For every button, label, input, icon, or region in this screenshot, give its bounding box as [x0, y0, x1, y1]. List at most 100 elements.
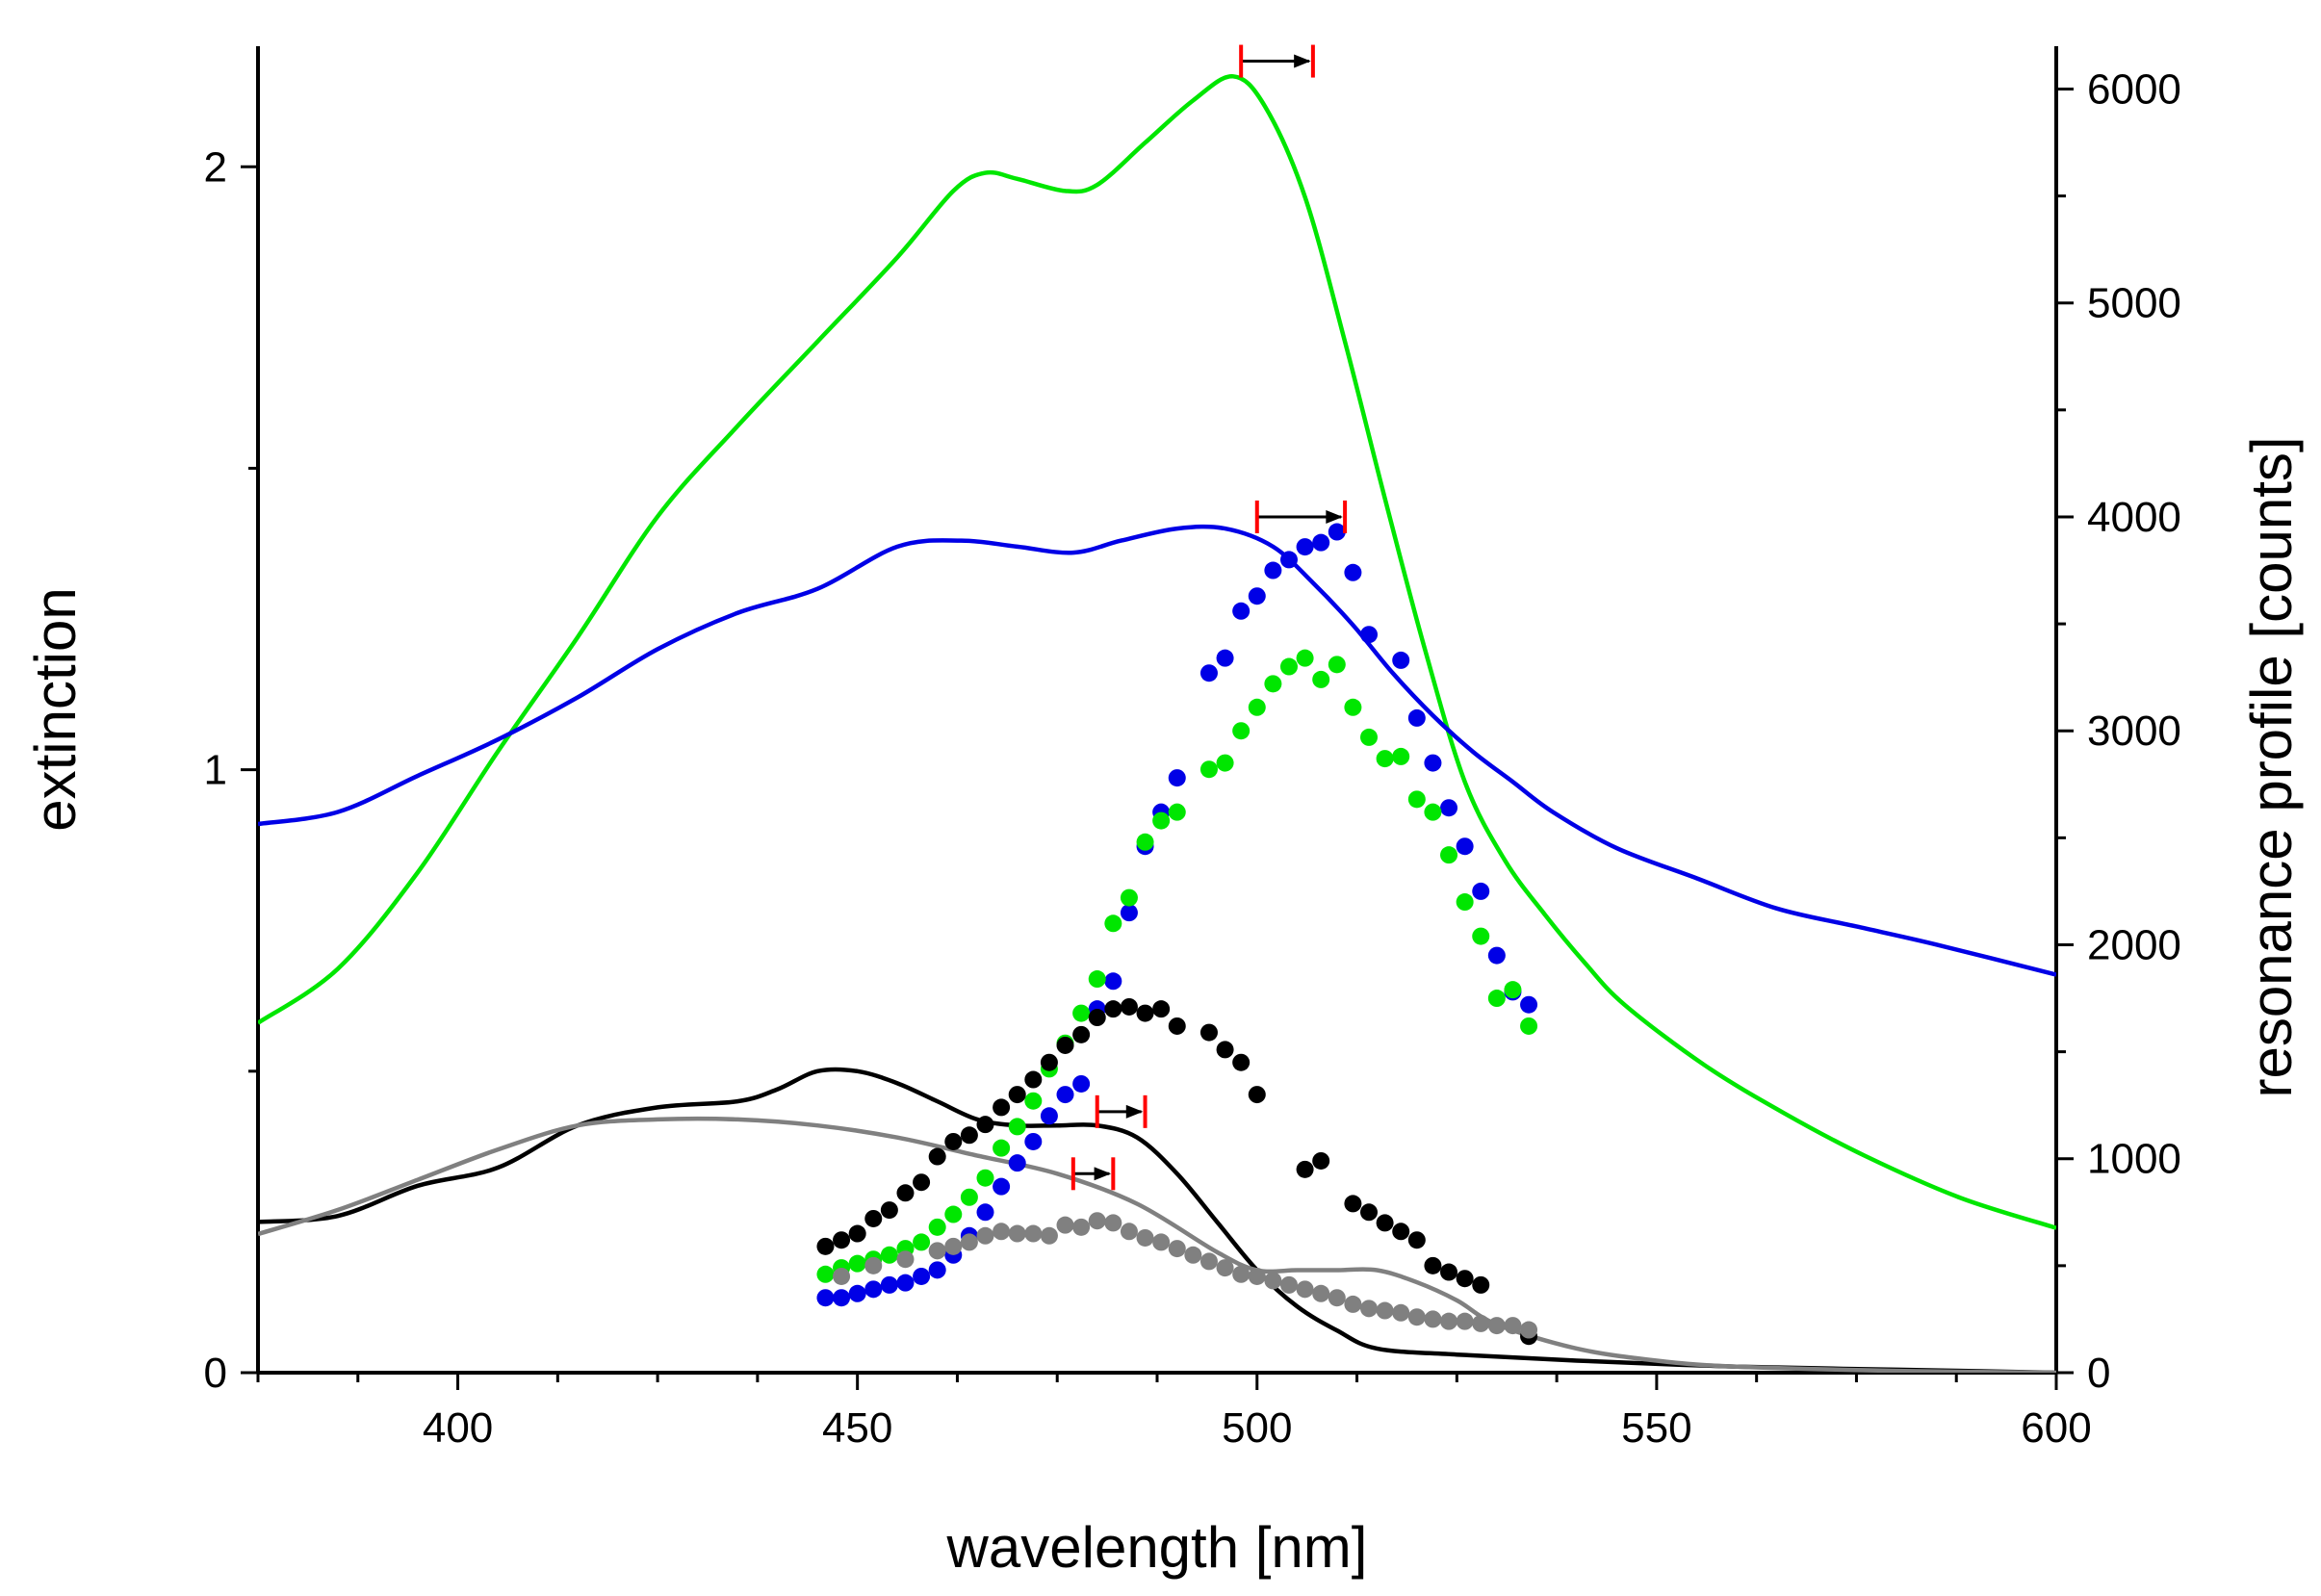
resonance-point [816, 1289, 835, 1307]
resonance-point [1248, 1086, 1266, 1104]
resonance-point [1232, 722, 1251, 740]
y-right-tick-label: 6000 [2087, 65, 2181, 113]
resonance-point [1008, 1154, 1026, 1172]
resonance-point [1328, 1289, 1346, 1307]
resonance-point [1232, 1265, 1251, 1283]
resonance-point [1504, 1317, 1522, 1335]
x-tick-label: 600 [2021, 1404, 2091, 1452]
resonance-point [944, 1132, 963, 1150]
resonance-point [880, 1201, 898, 1220]
resonance-point [1216, 1041, 1234, 1059]
resonance-point [1248, 587, 1266, 605]
resonance-point [1120, 888, 1138, 907]
resonance-point [1456, 837, 1474, 856]
resonance-point [960, 1188, 978, 1206]
resonance-point [1056, 1216, 1074, 1234]
resonance-point [1487, 946, 1506, 965]
resonance-point [848, 1224, 866, 1243]
resonance-point [1487, 990, 1506, 1008]
resonance-point [1168, 769, 1186, 787]
resonance-point [1040, 1226, 1058, 1245]
resonance-point [976, 1203, 994, 1222]
resonance-point [1152, 811, 1171, 830]
resonance-point [928, 1147, 946, 1166]
resonance-point [1440, 846, 1458, 864]
resonance-point [1392, 1223, 1410, 1241]
resonance-point [960, 1233, 978, 1251]
y-right-tick-label: 5000 [2087, 280, 2181, 327]
resonance-point [1024, 1132, 1043, 1150]
resonance-point [1088, 970, 1106, 989]
resonance-point [1104, 1000, 1122, 1018]
resonance-point [1136, 1004, 1154, 1022]
shift-markers [1070, 44, 1348, 1191]
resonance-point [1504, 981, 1522, 999]
resonance-point [1376, 750, 1394, 768]
resonance-point [1072, 1025, 1091, 1043]
resonance-point [1024, 1070, 1043, 1089]
resonance-point [1407, 1231, 1426, 1249]
resonance-point [1360, 1203, 1379, 1222]
resonance-point [1088, 1212, 1106, 1230]
resonance-point [1024, 1092, 1043, 1110]
extinction-line-3 [258, 1067, 2056, 1373]
resonance-point [1376, 1214, 1394, 1232]
extinction-line-1 [258, 74, 2056, 1230]
resonance-point [1168, 803, 1186, 821]
resonance-point [993, 1098, 1011, 1117]
resonance-point [1312, 1151, 1330, 1170]
resonance-point [1424, 1310, 1442, 1328]
resonance-point [1456, 1312, 1474, 1330]
resonance-point [896, 1274, 915, 1292]
resonance-point [993, 1223, 1011, 1241]
resonance-point [1216, 1259, 1234, 1277]
resonance-point [864, 1280, 883, 1299]
resonance-point [1472, 927, 1490, 945]
x-axis-title: wavelength [nm] [946, 1515, 1368, 1580]
resonance-point [1199, 664, 1218, 682]
resonance-point [864, 1209, 883, 1227]
resonance-point [1456, 1270, 1474, 1288]
resonance-point [1264, 675, 1282, 693]
resonance-point [1056, 1086, 1074, 1104]
resonance-point [1312, 533, 1330, 552]
resonance-point [1344, 563, 1362, 581]
resonance-point [833, 1289, 851, 1307]
resonance-point [848, 1254, 866, 1273]
resonance-point [1472, 1314, 1490, 1332]
resonance-point [1136, 1228, 1154, 1247]
resonance-point [928, 1242, 946, 1260]
resonance-point [1136, 833, 1154, 851]
resonance-point [976, 1226, 994, 1245]
x-tick-label: 500 [1222, 1404, 1292, 1452]
resonance-point [913, 1173, 931, 1192]
resonance-point [1360, 626, 1379, 644]
x-tick-label: 400 [423, 1404, 493, 1452]
x-tick-label: 550 [1621, 1404, 1691, 1452]
resonance-point [1168, 1017, 1186, 1035]
resonance-point [1360, 728, 1379, 746]
resonance-point [1296, 1280, 1314, 1299]
resonance-point [1424, 754, 1442, 772]
y-left-axis-title: extinction [23, 587, 88, 831]
resonance-point [1328, 523, 1346, 541]
resonance-point [1472, 1275, 1490, 1294]
resonance-point [880, 1275, 898, 1294]
resonance-point [1440, 1263, 1458, 1281]
resonance-point [1264, 561, 1282, 579]
resonance-point [1424, 1256, 1442, 1274]
x-tick-label: 450 [822, 1404, 892, 1452]
resonance-point [1456, 893, 1474, 912]
resonance-point [976, 1169, 994, 1187]
resonance-point [864, 1256, 883, 1274]
resonance-point [913, 1267, 931, 1285]
resonance-point [848, 1284, 866, 1302]
resonance-point [928, 1261, 946, 1279]
resonance-point [913, 1233, 931, 1251]
resonance-point [1328, 656, 1346, 674]
resonance-point [1120, 1223, 1138, 1241]
resonance-point [1296, 538, 1314, 556]
resonance-point [1264, 1272, 1282, 1290]
resonance-point [1344, 1295, 1362, 1313]
